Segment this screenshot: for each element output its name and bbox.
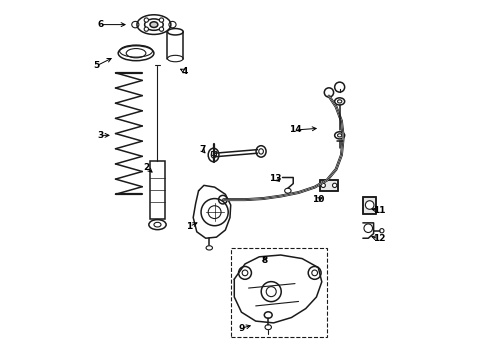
Circle shape	[144, 18, 148, 22]
Text: 10: 10	[312, 195, 324, 204]
Circle shape	[144, 27, 148, 31]
Text: 8: 8	[262, 256, 268, 265]
Circle shape	[321, 183, 325, 188]
Text: 4: 4	[181, 67, 188, 76]
Text: 3: 3	[97, 131, 103, 140]
Circle shape	[159, 27, 164, 31]
Text: 9: 9	[238, 324, 245, 333]
Bar	[149, 161, 165, 219]
Text: 12: 12	[373, 234, 385, 243]
Bar	[211, 151, 217, 156]
Text: 1: 1	[187, 222, 193, 231]
Bar	[363, 197, 376, 214]
Text: 14: 14	[289, 126, 301, 135]
Text: 11: 11	[373, 206, 385, 215]
Text: 7: 7	[199, 145, 205, 154]
Text: 2: 2	[144, 163, 150, 172]
Text: 5: 5	[94, 61, 100, 70]
Circle shape	[159, 18, 164, 22]
Text: 13: 13	[269, 174, 282, 183]
Bar	[363, 197, 376, 214]
Bar	[320, 180, 338, 191]
Bar	[320, 180, 338, 191]
Bar	[231, 248, 327, 337]
Circle shape	[366, 201, 374, 209]
Ellipse shape	[150, 22, 158, 27]
Text: 6: 6	[97, 20, 103, 29]
Circle shape	[333, 183, 337, 188]
